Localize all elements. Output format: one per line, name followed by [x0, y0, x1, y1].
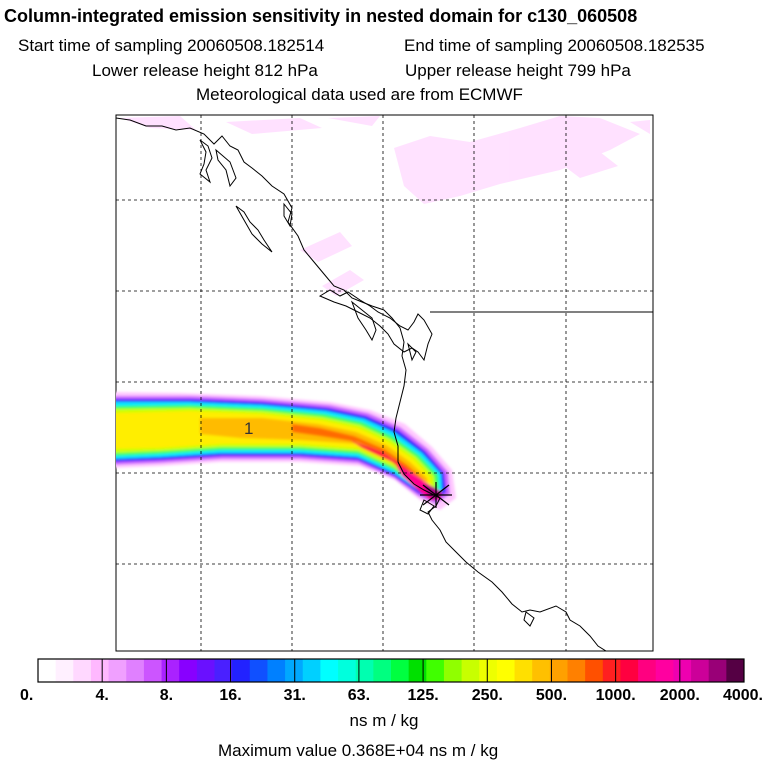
colorbar [37, 658, 745, 683]
maximum-value-label: Maximum value 0.368E+04 ns m / kg [218, 741, 499, 760]
colorbar-swatch [408, 659, 427, 682]
colorbar-swatch [691, 659, 710, 682]
colorbar-swatch [602, 659, 621, 682]
colorbar-tick-labels: 0. 4. 8. 16. 31. 63. 125. 250. 500. 1000. 2000. 400… [20, 687, 763, 704]
met-data-label: Meteorological data used are from ECMWF [196, 85, 523, 104]
map-frame [115, 114, 654, 652]
colorbar-tick-label: 8. [160, 687, 173, 704]
colorbar-swatch [249, 659, 268, 682]
colorbar-swatch [338, 659, 357, 682]
chart-title: Column-integrated emission sensitivity i… [4, 6, 638, 26]
colorbar-tick-label: 500. [536, 687, 567, 704]
colorbar-swatch [90, 659, 109, 682]
colorbar-swatch [567, 659, 586, 682]
plume-label: 1 [244, 419, 253, 438]
lat-lon-grid [116, 115, 653, 651]
colorbar-swatch [549, 659, 568, 682]
colorbar-swatch [126, 659, 145, 682]
colorbar-swatch [585, 659, 604, 682]
colorbar-swatch [426, 659, 445, 682]
colorbar-swatch [461, 659, 480, 682]
colorbar-swatch [726, 659, 745, 682]
colorbar-swatch [161, 659, 180, 682]
colorbar-swatch [267, 659, 286, 682]
colorbar-swatch [673, 659, 692, 682]
colorbar-swatch [620, 659, 639, 682]
colorbar-swatch [391, 659, 410, 682]
colorbar-swatch [179, 659, 198, 682]
colorbar-tick-label: 0. [20, 687, 33, 704]
coastlines [116, 117, 653, 651]
colorbar-swatch [638, 659, 657, 682]
colorbar-unit-label: ns m / kg [349, 711, 419, 730]
colorbar-swatch [514, 659, 533, 682]
colorbar-swatch [196, 659, 215, 682]
colorbar-swatch [285, 659, 304, 682]
colorbar-swatch [532, 659, 551, 682]
colorbar-swatch [320, 659, 339, 682]
colorbar-swatch [708, 659, 727, 682]
colorbar-tick-label: 63. [348, 687, 370, 704]
colorbar-tick-label: 4000. [723, 687, 763, 704]
colorbar-tick-label: 16. [219, 687, 241, 704]
colorbar-swatch [496, 659, 515, 682]
colorbar-outline [37, 658, 745, 683]
plume-layer-7 [116, 411, 431, 489]
colorbar-tick-label: 1000. [596, 687, 636, 704]
colorbar-tick-label: 31. [284, 687, 306, 704]
lower-release-label: Lower release height 812 hPa [92, 61, 318, 80]
colorbar-swatch [373, 659, 392, 682]
colorbar-tick-label: 2000. [660, 687, 700, 704]
colorbar-swatch [302, 659, 321, 682]
colorbar-swatch [232, 659, 251, 682]
colorbar-tick-label: 250. [472, 687, 503, 704]
colorbar-swatch [214, 659, 233, 682]
colorbar-swatch [38, 659, 57, 682]
plume-layer-9 [292, 424, 424, 484]
sampling-end-label: End time of sampling 20060508.182535 [404, 36, 705, 55]
plume-layer-8 [200, 418, 428, 486]
low-sensitivity-patches [120, 116, 650, 296]
colorbar-swatch [73, 659, 92, 682]
colorbar-swatch [479, 659, 498, 682]
colorbar-swatch [443, 659, 462, 682]
sampling-start-label: Start time of sampling 20060508.182514 [18, 36, 325, 55]
upper-release-label: Upper release height 799 hPa [405, 61, 631, 80]
colorbar-swatch [355, 659, 374, 682]
colorbar-swatch [655, 659, 674, 682]
colorbar-swatch [108, 659, 127, 682]
colorbar-swatch [143, 659, 162, 682]
sensitivity-plume [116, 392, 456, 510]
release-point-marker [420, 482, 452, 508]
colorbar-tick-label: 125. [408, 687, 439, 704]
colorbar-tick-label: 4. [96, 687, 109, 704]
colorbar-swatch [55, 659, 74, 682]
